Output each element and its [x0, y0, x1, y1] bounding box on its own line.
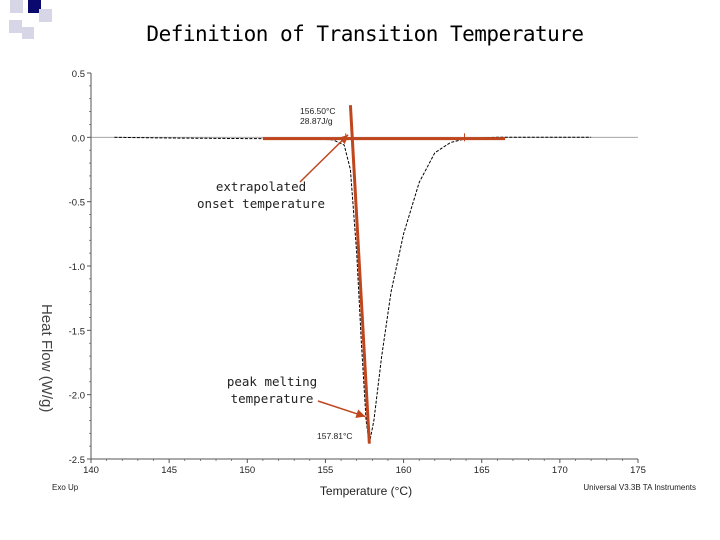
- onset-callout: extrapolated onset temperature: [196, 178, 326, 212]
- y-tick-label: -2.5: [69, 455, 85, 466]
- y-axis-label: Heat Flow (W/g): [38, 304, 55, 412]
- y-tick-label: 0.0: [72, 133, 85, 144]
- peak-callout: peak melting temperature: [216, 373, 328, 407]
- onset-callout-line-2: onset temperature: [197, 196, 325, 211]
- x-axis-label: Temperature (°C): [320, 484, 412, 498]
- onset-callout-line-1: extrapolated: [215, 179, 307, 194]
- x-tick-label: 170: [552, 465, 568, 476]
- x-tick-label: 145: [161, 465, 177, 476]
- onset-callout-arrow: [299, 134, 349, 183]
- peak-callout-arrow: [317, 400, 366, 419]
- corner-deco-square-2: [28, 0, 41, 13]
- heat-flow-curve: [114, 136, 592, 444]
- corner-deco-square-4: [9, 20, 22, 33]
- corner-deco-square-1: [10, 0, 23, 13]
- enthalpy-label: 28.87J/g: [300, 116, 333, 126]
- peak-callout-line-2: temperature: [230, 391, 314, 406]
- x-tick-label: 150: [239, 465, 255, 476]
- instrument-label: Universal V3.3B TA Instruments: [583, 483, 696, 492]
- corner-deco-square-5: [22, 27, 34, 39]
- leading-edge-tangent-line: [348, 105, 371, 444]
- x-tick-label: 175: [630, 465, 646, 476]
- exo-up-label: Exo Up: [52, 483, 79, 492]
- x-tick-label: 165: [474, 465, 490, 476]
- y-tick-label: -0.5: [69, 198, 85, 209]
- slide-title: Definition of Transition Temperature: [146, 22, 584, 46]
- y-tick-label: -1.0: [69, 262, 85, 273]
- y-tick-label: 0.5: [72, 69, 85, 80]
- corner-deco-square-3: [39, 9, 52, 22]
- onset-temperature-label: 156.50°C: [300, 106, 336, 116]
- peak-temperature-label: 157.81°C: [317, 431, 353, 441]
- peak-callout-line-1: peak melting: [226, 374, 318, 389]
- y-tick-label: -2.0: [69, 391, 85, 402]
- x-tick-label: 140: [83, 465, 99, 476]
- y-tick-label: -1.5: [69, 326, 85, 337]
- x-tick-label: 155: [317, 465, 333, 476]
- x-tick-label: 160: [396, 465, 412, 476]
